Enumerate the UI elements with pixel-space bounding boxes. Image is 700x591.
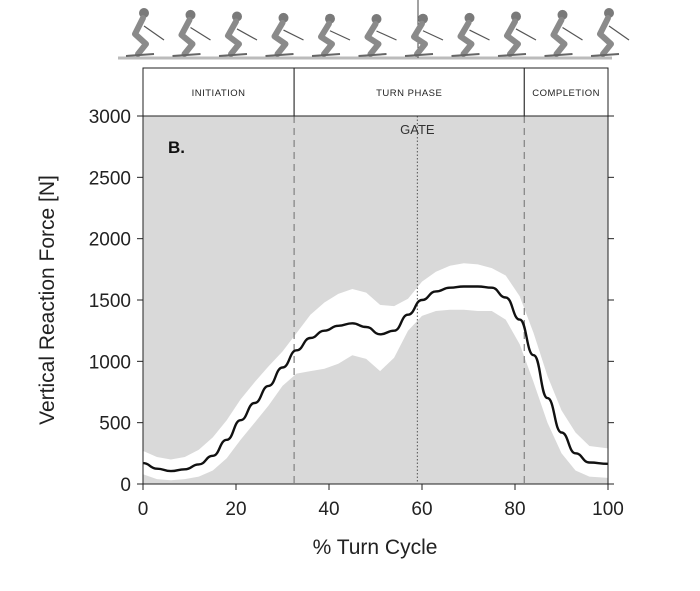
variability-band [143, 263, 608, 481]
skier-figure [404, 13, 444, 57]
ski-pole [376, 30, 397, 41]
skier-figure [358, 14, 397, 57]
phase-label: TURN PHASE [376, 88, 442, 99]
ski-pole [608, 25, 630, 41]
mean-force-line [142, 285, 609, 473]
skier-figure [451, 12, 490, 57]
x-tick-label: 100 [592, 499, 624, 520]
skier-figure [590, 8, 630, 57]
skier-body [318, 20, 335, 57]
y-tick-label: 3000 [89, 107, 131, 128]
x-axis-label: % Turn Cycle [313, 536, 438, 559]
skier-body [550, 16, 568, 57]
skier-body [271, 19, 289, 57]
y-tick-label: 500 [99, 414, 131, 435]
y-tick-label: 1000 [89, 352, 131, 373]
skier-body [457, 19, 475, 57]
x-tick-label: 0 [138, 499, 149, 520]
x-tick-label: 80 [504, 499, 525, 520]
panel-label: B. [168, 138, 185, 157]
x-tick-label: 20 [225, 499, 246, 520]
skier-figure [172, 9, 211, 57]
ski-pole [143, 25, 165, 41]
gate-label: GATE [400, 122, 435, 137]
ski-pole [236, 28, 258, 41]
ski-pole [562, 27, 583, 41]
skier-figure [218, 11, 258, 57]
ski-pole [469, 29, 490, 41]
skier-body [504, 18, 521, 57]
skier-figure [265, 12, 304, 57]
ski [451, 53, 480, 57]
skier-figure [125, 8, 165, 57]
phase-header: INITIATION TURN PHASE COMPLETION [142, 67, 609, 117]
ski [544, 53, 573, 57]
ski-pole [283, 29, 304, 41]
ski [590, 53, 620, 57]
skier-body [364, 21, 382, 57]
ski [125, 53, 155, 57]
skier-body [178, 16, 196, 57]
skier-figure [497, 11, 537, 57]
skier-body [597, 15, 614, 57]
plot-background [143, 116, 608, 484]
skier-body [132, 15, 149, 57]
axes: 0 500 1000 1500 2000 2500 3000 0 20 40 60 80 100 [89, 107, 624, 520]
ski [358, 53, 387, 57]
ski [265, 53, 294, 57]
ski [311, 53, 341, 57]
ski [172, 53, 201, 57]
y-tick-label: 1500 [89, 291, 131, 312]
phase-label: COMPLETION [532, 88, 600, 99]
ski-pole [329, 30, 351, 41]
y-tick-label: 2000 [89, 230, 131, 251]
phase-box [523, 67, 609, 117]
ski-pole [515, 28, 537, 41]
skier-figure [544, 9, 583, 57]
ski [404, 53, 434, 57]
y-axis-label: Vertical Reaction Force [N] [36, 175, 59, 425]
ski-pole [422, 30, 444, 41]
phase-label: INITIATION [192, 88, 246, 99]
y-tick-label: 0 [120, 475, 131, 496]
plot-area: GATE [142, 116, 609, 484]
skier-sequence-illustration [118, 0, 630, 60]
y-tick-label: 2500 [89, 168, 131, 189]
skier-figure [311, 13, 351, 57]
x-tick-label: 60 [411, 499, 432, 520]
skier-body [411, 20, 428, 57]
x-tick-label: 40 [318, 499, 339, 520]
ski [218, 53, 248, 57]
skier-body [225, 18, 242, 57]
ski [497, 53, 527, 57]
ski-pole [190, 27, 211, 41]
